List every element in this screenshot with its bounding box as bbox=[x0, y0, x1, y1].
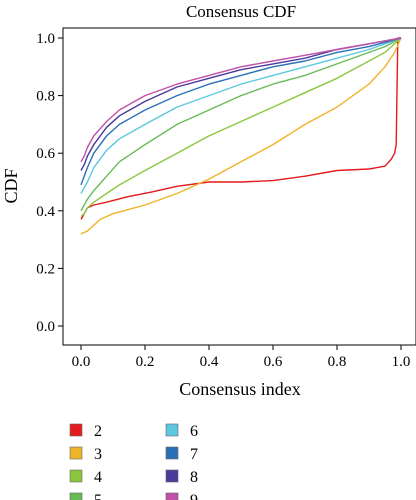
y-axis: 0.0 0.2 0.4 0.6 0.8 1.0 bbox=[36, 31, 63, 335]
legend-swatch-9 bbox=[165, 492, 179, 500]
x-axis: 0.0 0.2 0.4 0.6 0.8 1.0 bbox=[72, 345, 411, 370]
x-tick-label: 0.2 bbox=[136, 354, 155, 370]
series-line-4 bbox=[80, 37, 402, 218]
y-tick-label: 1.0 bbox=[36, 31, 55, 47]
series-line-6 bbox=[80, 37, 402, 194]
chart-title: Consensus CDF bbox=[186, 2, 296, 21]
legend-label-5: 5 bbox=[94, 492, 102, 500]
legend-label-7: 7 bbox=[190, 446, 198, 463]
legend-label-4: 4 bbox=[94, 469, 102, 486]
legend-label-6: 6 bbox=[190, 423, 198, 440]
legend-swatch-5 bbox=[69, 492, 83, 500]
x-tick-label: 1.0 bbox=[392, 354, 411, 370]
legend-swatch-2 bbox=[69, 423, 83, 437]
series-line-7 bbox=[80, 37, 402, 186]
x-tick-label: 0.4 bbox=[200, 354, 219, 370]
legend-swatch-7 bbox=[165, 446, 179, 460]
plot-frame bbox=[62, 27, 416, 346]
legend-label-2: 2 bbox=[94, 423, 102, 440]
legend-label-3: 3 bbox=[94, 446, 102, 463]
legend-label-9: 9 bbox=[190, 492, 198, 500]
y-tick-label: 0.6 bbox=[36, 146, 55, 162]
x-tick-label: 0.0 bbox=[72, 354, 91, 370]
y-tick-label: 0.2 bbox=[36, 261, 55, 277]
legend-swatch-3 bbox=[69, 446, 83, 460]
legend-label-8: 8 bbox=[190, 469, 198, 486]
series-line-5 bbox=[80, 37, 402, 212]
series-lines bbox=[80, 37, 402, 235]
legend-swatch-8 bbox=[165, 469, 179, 483]
legend: 2 3 4 5 6 7 8 9 bbox=[69, 423, 198, 500]
y-tick-label: 0.8 bbox=[36, 89, 55, 105]
legend-swatch-6 bbox=[165, 423, 179, 437]
y-axis-label: CDF bbox=[1, 168, 21, 203]
x-tick-label: 0.8 bbox=[328, 354, 347, 370]
y-tick-label: 0.0 bbox=[36, 319, 55, 335]
x-tick-label: 0.6 bbox=[264, 354, 283, 370]
legend-swatch-4 bbox=[69, 469, 83, 483]
series-line-2 bbox=[80, 37, 401, 220]
y-tick-label: 0.4 bbox=[36, 204, 55, 220]
series-line-9 bbox=[80, 37, 402, 163]
series-line-3 bbox=[80, 37, 402, 235]
x-axis-label: Consensus index bbox=[179, 379, 301, 399]
